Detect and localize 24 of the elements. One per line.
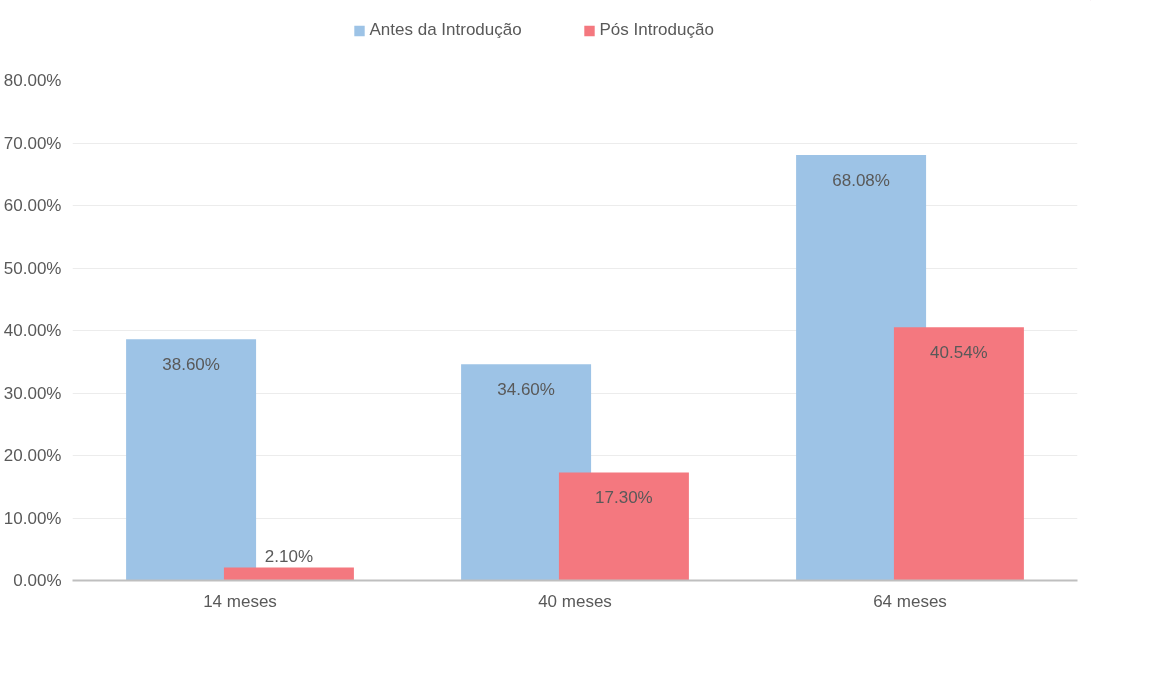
data-label: 2.10% xyxy=(264,547,314,567)
y-tick-label: 30.00% xyxy=(3,383,62,403)
legend-label: Pós Introdução xyxy=(599,20,715,40)
y-tick-label: 50.00% xyxy=(3,258,62,278)
y-tick-label: 40.00% xyxy=(3,321,62,340)
y-tick-label: 70.00% xyxy=(3,133,62,153)
data-label: 17.30% xyxy=(595,488,653,508)
data-label: 34.60% xyxy=(497,380,555,400)
y-tick-label: 80.00% xyxy=(3,71,62,90)
data-label: 38.60% xyxy=(162,355,220,375)
y-tick-label: 10.00% xyxy=(3,508,62,528)
legend-label: Antes da Introdução xyxy=(369,20,523,40)
data-label: 40.54% xyxy=(930,343,988,363)
x-tick-label: 64 meses xyxy=(873,591,947,611)
bar xyxy=(223,567,354,581)
y-tick-label: 0.00% xyxy=(13,571,62,590)
y-tick-label: 60.00% xyxy=(3,196,62,215)
data-label: 68.08% xyxy=(832,171,890,190)
y-tick-label: 20.00% xyxy=(3,446,62,465)
x-tick-label: 40 meses xyxy=(538,591,612,611)
bar xyxy=(893,327,1024,581)
x-tick-label: 14 meses xyxy=(203,591,277,611)
bar xyxy=(558,472,689,581)
bar xyxy=(126,339,257,581)
